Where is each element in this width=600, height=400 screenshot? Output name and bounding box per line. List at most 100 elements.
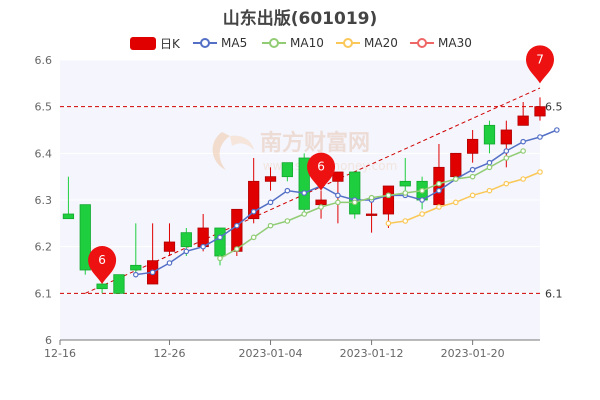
ma20-legend-icon (336, 38, 360, 48)
candle-down (483, 120, 496, 154)
ma30-legend-icon (410, 38, 434, 48)
candle-up (163, 223, 176, 256)
ma10-point (402, 190, 409, 196)
ma10-point (267, 222, 274, 229)
markers: 6 6 7 (88, 45, 554, 284)
ma10-point (234, 246, 240, 252)
ma5-legend-icon (193, 38, 217, 48)
ma10-point (217, 255, 223, 262)
ma5-point (469, 166, 476, 173)
candle-up (534, 97, 546, 121)
candle-body (467, 138, 479, 154)
daily-k-legend-icon (130, 36, 156, 50)
ma5-point (503, 148, 510, 154)
ma5-point (250, 208, 257, 215)
ma5-point (486, 159, 493, 166)
ma5-point (284, 187, 291, 194)
candle-body (315, 199, 327, 206)
ma10-point (503, 155, 510, 161)
ma5-point (537, 134, 543, 140)
y-tick-label: 6.5 (35, 101, 53, 114)
legend-label: MA30 (438, 36, 472, 50)
legend-item-ma10[interactable]: MA10 (262, 34, 324, 52)
ma5-point (520, 138, 526, 145)
ma10-point (436, 180, 442, 187)
ma10-point (452, 176, 459, 182)
ma5-point (301, 190, 308, 196)
chart-title: 山东出版(601019) (222, 9, 378, 29)
ma10-series (217, 148, 526, 262)
y-tick-label: 6.4 (35, 147, 53, 160)
candle-body (180, 232, 192, 248)
marker-pin-shape (526, 45, 554, 84)
candle-body (231, 208, 243, 252)
candle-body (298, 157, 310, 210)
y-tick-label: 6.3 (35, 194, 53, 207)
legend-item-ma5[interactable]: MA5 (193, 34, 247, 52)
ma5-point (183, 248, 190, 255)
legend: 日K MA5 MA10 MA20 MA30 (0, 34, 600, 52)
ma20-point (503, 180, 510, 187)
axes: 6 6.1 6.2 6.3 6.4 6.5 6.6 12-16 12-26 2023-01-04 2… (35, 54, 540, 360)
y-tick-label: 6.6 (35, 54, 53, 67)
candle-down (113, 274, 125, 294)
ma10-point (335, 199, 341, 206)
candle-body (163, 241, 176, 252)
marker-pin: 6 (307, 152, 336, 191)
legend-label: MA10 (290, 36, 324, 50)
candle-body (534, 106, 546, 117)
ma5-point (217, 234, 223, 241)
trend-line (85, 87, 541, 294)
candle-body (517, 115, 529, 126)
x-tick-label: 2023-01-04 (239, 347, 303, 360)
ma10-point (419, 187, 425, 194)
candle-body (214, 227, 226, 257)
candle-down (130, 223, 142, 275)
candle-body (349, 171, 361, 215)
ma10-point (368, 194, 375, 201)
ma10-point (250, 234, 257, 241)
candle-down (298, 153, 310, 214)
ma20-line (388, 171, 541, 225)
ma20-series (385, 169, 543, 227)
ma20-point (537, 169, 543, 175)
candle-body (365, 213, 378, 216)
ma5-line (135, 129, 558, 276)
x-tick-label: 12-26 (153, 347, 185, 360)
ma5-point (166, 260, 173, 266)
ma10-point (486, 164, 493, 171)
candle-up (517, 102, 529, 126)
candle-down (349, 171, 361, 219)
legend-item-daily-k[interactable]: 日K (130, 34, 180, 52)
ma5-point (436, 187, 442, 194)
reference-line-label: 6.5 (545, 101, 563, 114)
ma10-point (351, 199, 358, 206)
legend-label: MA5 (221, 36, 248, 50)
ma20-point (402, 218, 409, 224)
ma20-point (452, 199, 459, 206)
marker-pin-shape (307, 152, 336, 191)
marker-label: 6 (98, 253, 106, 267)
candle-body (483, 124, 496, 145)
candle-body (382, 185, 395, 215)
x-tick-label: 12-16 (44, 347, 76, 360)
y-tick-label: 6.2 (35, 241, 53, 254)
ma20-point (436, 204, 442, 210)
legend-item-ma30[interactable]: MA30 (410, 34, 472, 52)
legend-label: 日K (160, 36, 180, 51)
legend-item-ma20[interactable]: MA20 (336, 34, 398, 52)
legend-label: MA20 (364, 36, 398, 50)
candle-up (264, 167, 277, 191)
candle-down (281, 162, 293, 182)
ma20-point (419, 211, 425, 217)
candle-down (62, 176, 75, 220)
candle-body (248, 180, 260, 220)
candle-up (467, 130, 479, 163)
candle-down (399, 158, 411, 196)
ma5-point (234, 222, 240, 229)
ma10-point (520, 148, 526, 154)
ma10-point (284, 218, 291, 224)
ma20-point (469, 192, 476, 199)
reference-lines: 6.5 6.1 (60, 87, 563, 300)
